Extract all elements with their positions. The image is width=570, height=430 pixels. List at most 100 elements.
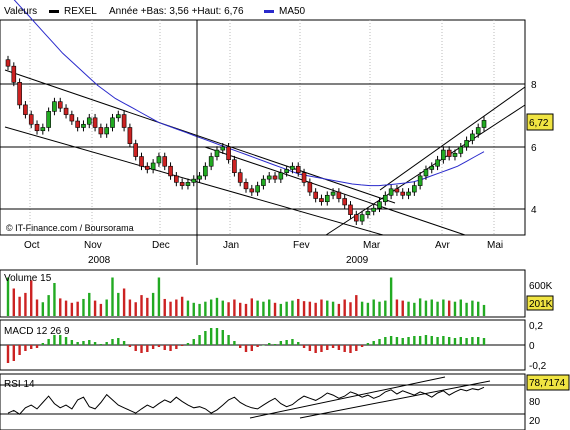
candle-body [34,123,40,132]
candle-body [266,175,272,180]
volume-bar [337,303,341,316]
volume-bar [297,298,300,316]
macd-bar [442,336,445,345]
macd-tick-neg02: -0,2 [529,361,547,372]
volume-bar [204,301,207,316]
macd-bar [134,345,137,351]
volume-bar [459,299,462,316]
macd-bar [331,345,335,348]
price-panel: Valeurs REXEL Année +Bas: 3,56 +Haut: 6,… [0,0,526,236]
candle-body [156,156,162,164]
volume-bars [6,277,486,316]
macd-bar [285,340,288,345]
macd-bar [122,341,126,345]
month-avr: Avr [435,240,450,251]
candle-body [475,127,481,135]
candle-body [388,188,394,196]
candle-body [63,107,69,115]
volume-bar [256,300,259,316]
candle-body [429,165,435,170]
candle-body [208,156,214,167]
candle-body [261,178,266,186]
macd-bar [88,340,91,345]
rsi-trend-upper [249,376,446,419]
macd-bar [209,328,213,345]
volume-bar [355,295,358,316]
rsi-current-value: 78,7174 [529,378,566,389]
candle-body [226,146,231,161]
volume-bar [430,299,433,316]
volume-bar [360,301,364,316]
candle-body [237,172,243,183]
rsi-panel: RSI 14 78,7174 80 20 [0,373,570,430]
candle-body [214,149,220,157]
volume-bar [482,304,486,316]
volume-bar [134,302,137,316]
macd-bar [30,345,33,349]
volume-bar [447,300,451,316]
macd-bar [378,339,381,345]
price-tick-8: 8 [531,80,537,91]
macd-bar [117,338,120,345]
candle-body [353,214,359,222]
macd-bar [297,342,300,345]
volume-bar [314,302,317,316]
candle-body [174,175,179,183]
candle-body [243,182,249,190]
volume-bar [221,300,224,316]
volume-bar [6,277,10,316]
rsi-tick-20: 20 [529,416,541,427]
macd-bar [215,328,219,345]
macd-tick-02: 0,2 [529,321,543,332]
candle-body [290,165,295,170]
volume-bar [384,300,387,316]
macd-label: MACD 12 26 9 [4,326,70,337]
volume-bar [30,280,33,316]
candle-body [377,201,382,209]
macd-bar [151,345,155,349]
volume-bar [88,292,91,316]
volume-bar [331,301,335,316]
volume-bar [169,301,172,316]
candle-body [458,146,464,154]
macd-bar [204,331,207,345]
legend-annee: Année +Bas: 3,56 +Haut: 6,76 [109,6,244,17]
macd-bar [64,337,68,345]
macd-bar [476,337,480,345]
volume-bar [233,299,236,316]
candle-body [295,165,301,173]
macd-bar [99,344,103,345]
volume-bar [140,295,143,316]
macd-bar [146,345,149,352]
volume-bar [24,292,27,316]
macd-bar [262,345,265,346]
watermark: © IT-Finance.com / Boursorama [6,223,134,233]
candle-body [394,188,400,193]
volume-bar [418,298,422,316]
macd-bar [360,345,364,347]
price-tick-6: 6 [531,143,537,154]
volume-bar [291,300,294,316]
candle-body [121,114,127,128]
candle-body [464,140,469,148]
macd-bar [459,337,462,345]
candle-body [75,120,80,128]
volume-bar [262,301,265,316]
candle-body [28,114,34,125]
macd-bar [453,338,457,345]
candle-body [98,127,104,135]
year-2008: 2008 [88,255,111,266]
volume-label: Volume 15 [4,273,52,284]
volume-bar [82,298,85,316]
macd-bar [384,337,387,345]
macd-bar [35,345,39,348]
candle-body [278,172,284,180]
macd-bar [401,338,404,345]
volume-bar [76,301,79,316]
volume-bar [53,283,56,316]
ma50-line [13,0,485,187]
candle-body [441,149,446,161]
volume-bar [70,302,74,316]
macd-bar [198,335,201,345]
volume-bar [465,302,468,316]
